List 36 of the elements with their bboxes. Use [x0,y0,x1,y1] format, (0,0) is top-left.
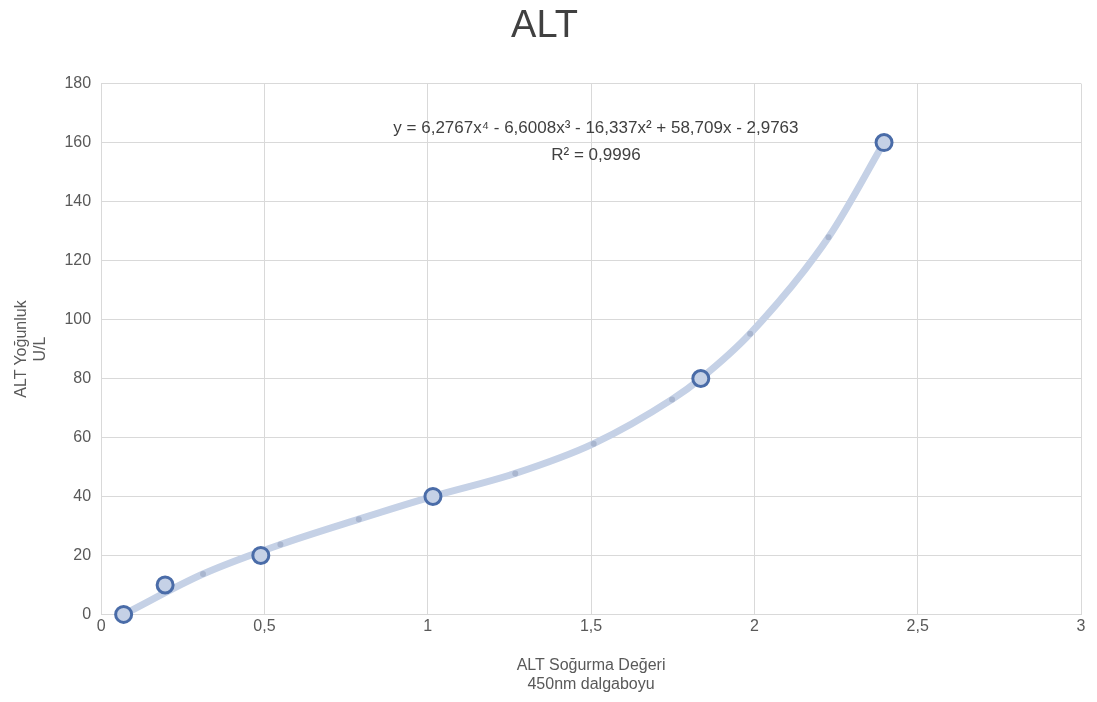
y-tick-label: 140 [64,191,92,209]
point [825,234,832,241]
point [512,470,519,477]
point [874,133,894,153]
x-tick-label: 1 [423,617,433,635]
y-tick-label: 80 [73,368,92,386]
point [277,541,284,548]
point [691,368,711,388]
y-tick-label: 20 [73,545,92,563]
y-tick-label: 100 [64,309,92,327]
x-tick-label: 2 [749,617,759,635]
point [114,604,134,624]
y-tick-label: 60 [73,427,92,445]
annotation: y = 6,2767x⁴ - 6,6008x³ - 16,337x² + 58,709x - 2,9763 [393,118,799,138]
point [200,571,207,577]
point [251,545,271,565]
y-tick-label: 0 [82,604,92,622]
point [669,396,676,403]
x-tick-label: 1,5 [579,617,603,635]
annotation: R² = 0,9996 [551,145,641,165]
chart-title: ALT [511,3,578,46]
y-tick-label: 180 [64,74,92,92]
y-axis-title: ALT Yoğunluk U/L [12,299,49,398]
point [590,440,597,447]
x-tick-label: 3 [1076,617,1086,635]
point [747,330,754,337]
point [355,516,362,523]
y-tick-label: 160 [64,132,92,150]
x-axis-title: ALT Soğurma Değeri 450nm dalgaboyu [516,655,666,692]
point [155,575,175,595]
point [423,486,443,506]
y-tick-label: 120 [64,250,92,268]
y-tick-label: 40 [73,486,92,504]
x-tick-label: 0,5 [253,617,276,635]
x-tick-label: 2,5 [906,617,929,635]
x-tick-label: 0 [96,617,106,635]
